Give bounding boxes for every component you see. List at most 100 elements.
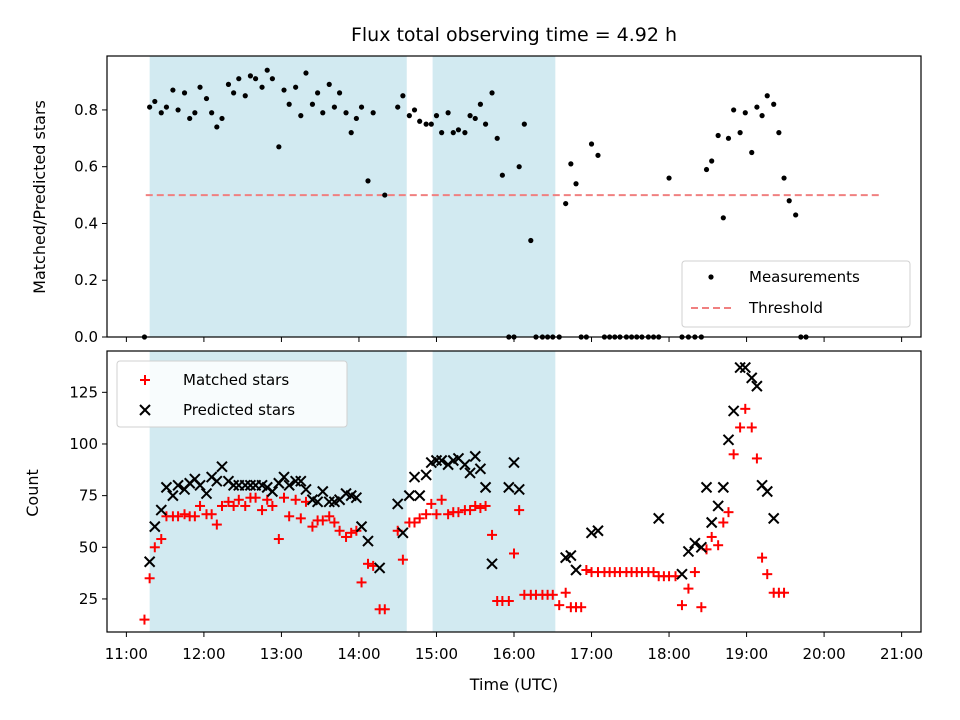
measurement-point [433,113,440,119]
predicted-stars-point [513,483,525,496]
matched-stars-point [233,494,244,505]
measurement-point [293,84,299,90]
matched-stars-point [250,492,261,503]
measurements-legend-marker [708,274,714,280]
predicted-stars-point [216,460,228,473]
measurement-point [588,141,595,147]
measurement-point [264,67,270,73]
predicted-stars-point [311,496,324,508]
matched-stars-point [431,509,442,520]
matched-stars-point [362,558,373,569]
predicted-stars-point [300,483,312,496]
matched-stars-point [683,583,694,594]
measurement-point [568,161,574,167]
x-axis-label: Time (UTC) [469,675,558,694]
measurement-point [252,76,259,82]
y-tick-label: 50 [79,538,98,556]
x-tick-label: 14:00 [337,645,380,663]
predicted-stars-point [712,500,724,512]
measurement-point [703,166,710,173]
predicted-stars-point [413,489,426,502]
predicted-stars-point [565,549,577,562]
matched-stars-point [746,422,757,433]
predicted-stars-point [700,481,713,494]
matched-stars-point [144,573,155,584]
predicted-stars-point [695,541,708,553]
measurement-point [417,118,423,124]
measurement-point [303,70,309,76]
predicted-stars-point [355,520,368,533]
measurement-point [281,87,287,93]
matched-stars-point [426,498,437,509]
predicted-stars-point [739,361,751,374]
x-tick-label: 13:00 [260,645,303,663]
measurement-point [175,107,181,113]
predicted-stars-point [676,568,688,580]
measurement-point [521,121,527,127]
x-tick-label: 21:00 [880,645,923,663]
predicted-stars-point [464,467,476,479]
observing-window-band [432,56,556,337]
predicted-stars-point [403,489,416,502]
predicted-legend-glyph [139,404,151,416]
measurement-point [776,130,782,136]
predicted-stars-point [194,479,206,492]
matched-stars-point [341,531,352,542]
measurement-point [269,76,275,82]
measurement-point [563,200,569,207]
measurement-point [666,175,672,181]
matched-stars-point [581,565,592,576]
predicted-stars-point [149,520,161,533]
measurement-point [759,113,765,119]
y-tick-label: 0.2 [74,271,98,289]
matched-stars-point [648,567,659,578]
x-tick-label: 20:00 [802,645,845,663]
matched-stars-point [346,527,357,538]
predicted-stars-point [682,545,695,558]
measurement-point [147,104,153,110]
measurement-point [315,90,321,96]
predicted-stars-point [469,450,481,463]
y-tick-label: 0.4 [74,214,98,232]
measurement-point [247,73,254,79]
predicted-stars-point [167,489,179,502]
predicted-stars-point [317,485,329,498]
matched-stars-point [757,552,768,563]
measurement-point [423,121,429,127]
matched-stars-point [409,517,420,528]
matched-stars-point [295,513,306,524]
matched-stars-point [421,509,432,520]
matched-stars-point [718,517,729,528]
matched-stars-point [223,496,234,507]
measurement-point [455,127,462,133]
matched-stars-point [195,500,206,511]
y-tick-label: 0.8 [74,101,98,119]
measurement-point [353,115,359,122]
measurement-point [754,104,760,110]
predicted-stars-point [508,456,520,469]
predicted-stars-point [283,479,295,492]
predicted-stars-point [172,479,184,492]
matched-stars-point [480,500,491,511]
measurement-point [158,110,164,116]
measurement-point [331,104,338,110]
measurement-point [358,104,365,110]
measurement-point [326,81,332,87]
y-tick-label: 75 [79,487,98,505]
measurements-legend-label: Measurements [749,268,860,286]
matched-stars-point [284,511,295,522]
measurement-point [715,132,721,139]
threshold-legend-label: Threshold [748,299,823,317]
predicted-stars-point [727,405,740,417]
matched-stars-point [324,511,335,522]
matched-stars-point [156,534,167,545]
measurement-point [309,101,316,107]
measurement-point [450,130,456,136]
matched-stars-point [689,567,700,578]
measurement-point [214,124,220,130]
measurement-point [477,101,484,107]
measurement-point [219,115,225,122]
measurement-point [320,110,326,116]
predicted-stars-point [761,485,773,498]
